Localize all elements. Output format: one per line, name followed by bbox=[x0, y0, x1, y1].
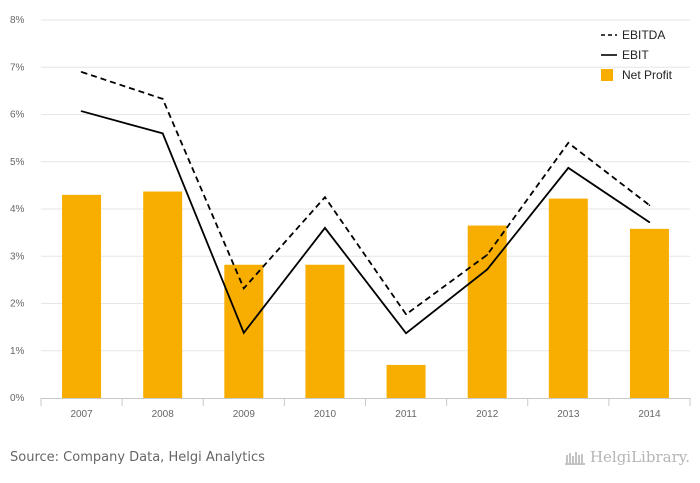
ebit-point bbox=[161, 132, 164, 135]
legend-net-profit-label: Net Profit bbox=[622, 68, 673, 82]
legend-ebit-label: EBIT bbox=[622, 48, 649, 62]
x-axis: 2007 2008 2009 2010 2011 2012 2013 2014 bbox=[40, 398, 691, 420]
legend-net-profit-swatch bbox=[601, 69, 613, 81]
ebitda-point bbox=[405, 313, 407, 316]
ebitda-point bbox=[80, 71, 83, 73]
net-profit-bar bbox=[143, 191, 183, 398]
ebitda-point bbox=[567, 142, 570, 144]
x-tick-label: 2007 bbox=[70, 409, 93, 420]
legend-ebitda-label: EBITDA bbox=[622, 28, 665, 42]
chart: 0%1%2%3%4%5%6%7%8% 2007 2008 2009 2010 2011 2… bbox=[10, 15, 691, 420]
net-profit-bar bbox=[62, 194, 102, 398]
library-icon bbox=[564, 452, 585, 465]
y-tick-label: 7% bbox=[10, 62, 25, 73]
source-note: Source: Company Data, Helgi Analytics bbox=[10, 450, 265, 465]
ebitda-point bbox=[243, 287, 245, 290]
ebitda-point bbox=[486, 254, 488, 256]
y-tick-label: 3% bbox=[10, 251, 25, 262]
ebit-point bbox=[486, 268, 488, 271]
net-profit-bar bbox=[305, 264, 345, 398]
ebit-point bbox=[648, 221, 651, 224]
ebit-point bbox=[324, 227, 326, 229]
y-tick-label: 5% bbox=[10, 157, 25, 168]
ebitda-point bbox=[648, 204, 651, 207]
series-lines bbox=[80, 71, 651, 335]
legend: EBITDA EBIT Net Profit bbox=[601, 28, 673, 82]
y-tick-label: 2% bbox=[10, 299, 25, 310]
ebit-point bbox=[243, 331, 245, 334]
net-profit-bars bbox=[62, 191, 669, 398]
ebitda-line bbox=[81, 71, 650, 316]
y-tick-label: 6% bbox=[10, 110, 25, 121]
ebitda-point bbox=[324, 196, 326, 198]
ebit-point bbox=[80, 110, 83, 112]
y-tick-label: 8% bbox=[10, 15, 25, 26]
x-tick-label: 2013 bbox=[557, 409, 580, 420]
ebit-point bbox=[567, 167, 570, 169]
x-tick-label: 2010 bbox=[314, 409, 337, 420]
gridlines bbox=[41, 19, 690, 352]
net-profit-bar bbox=[548, 198, 588, 398]
x-tick-label: 2011 bbox=[395, 409, 417, 420]
ebit-point bbox=[405, 332, 407, 335]
y-tick-label: 1% bbox=[10, 346, 25, 357]
x-tick-label: 2012 bbox=[476, 409, 499, 420]
brand-logo: HelgiLibrary. bbox=[564, 448, 690, 466]
net-profit-bar bbox=[386, 364, 426, 398]
ebitda-point bbox=[161, 98, 164, 100]
y-axis: 0% 1% 2% 3% 4% 5% 6% 7% 8% bbox=[10, 15, 25, 404]
x-tick-label: 2014 bbox=[638, 409, 661, 420]
net-profit-bar bbox=[629, 228, 669, 398]
x-tick-label: 2009 bbox=[233, 409, 256, 420]
y-tick-label: 4% bbox=[10, 204, 25, 215]
x-tick-label: 2008 bbox=[152, 409, 175, 420]
brand-name: HelgiLibrary. bbox=[589, 448, 690, 466]
ebit-line bbox=[81, 110, 650, 335]
y-tick-label: 0% bbox=[10, 393, 25, 404]
